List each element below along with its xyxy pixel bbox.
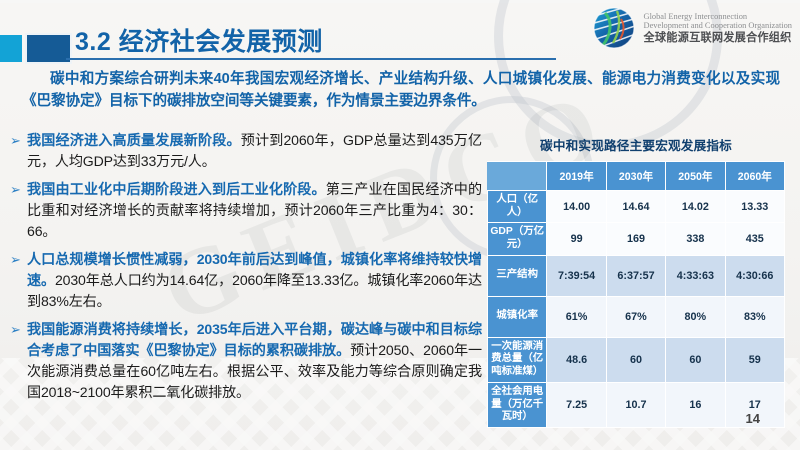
cell-urbanization-2019: 61% xyxy=(546,295,607,338)
slide-header: 3.2 经济社会发展预测 xyxy=(0,0,800,66)
cell-urbanization-2050: 80% xyxy=(665,295,726,338)
cell-population-2050: 14.02 xyxy=(665,189,726,224)
bullet-arrow-icon: ➢ xyxy=(10,181,21,197)
column-header-2030: 2030年 xyxy=(605,161,667,191)
header-accent-square-dark xyxy=(25,33,72,64)
header-accent-square-light xyxy=(0,35,22,62)
cell-gdp-2050: 338 xyxy=(665,222,726,256)
bullet-arrow-icon: ➢ xyxy=(10,251,21,267)
page-title: 3.2 经济社会发展预测 xyxy=(75,28,323,56)
list-item: ➢ 我国能源消费将持续增长，2035年后进入平台期，碳达峰与碳中和目标综合考虑了… xyxy=(10,319,482,403)
table-corner-cell xyxy=(486,161,548,191)
table-row: 人口（亿人） 14.00 14.64 14.02 13.33 xyxy=(486,189,786,224)
logo-text-block: Global Energy Interconnection Developmen… xyxy=(644,12,792,44)
table-row: GDP（万亿元） 99 169 338 435 xyxy=(486,222,786,256)
cell-industry-structure-2019: 7:39:54 xyxy=(546,254,607,297)
bullet-text: 我国经济进入高质量发展新阶段。预计到2060年，GDP总量达到435万亿元，人均… xyxy=(27,130,482,172)
column-header-2060: 2060年 xyxy=(724,161,786,191)
cell-electricity-2050: 16 xyxy=(665,381,726,428)
bullet-rest: 2030年总人口约为14.64亿，2060年降至13.33亿。城镇化率2060年… xyxy=(27,271,483,309)
bullet-arrow-icon: ➢ xyxy=(10,321,21,337)
cell-industry-structure-2050: 4:33:63 xyxy=(665,254,726,297)
bullet-rest: 预计2050、2060年一次能源消费总量在60亿吨左右。根据公平、效率及能力等综… xyxy=(27,341,482,400)
list-item: ➢ 人口总规模增长惯性减弱，2030年前后达到峰值，城镇化率将维持较快增速。20… xyxy=(10,249,482,312)
row-label-urbanization-rate: 城镇化率 xyxy=(486,295,548,338)
list-item: ➢ 我国由工业化中后期阶段进入到后工业化阶段。第三产业在国民经济中的比重和对经济… xyxy=(10,179,482,242)
row-label-population: 人口（亿人） xyxy=(486,189,548,224)
cell-industry-structure-2060: 4:30:66 xyxy=(724,254,786,297)
cell-population-2019: 14.00 xyxy=(546,189,607,224)
logo-chinese-name: 全球能源互联网发展合作组织 xyxy=(643,31,792,44)
cell-gdp-2060: 435 xyxy=(724,222,786,256)
cell-electricity-2030: 10.7 xyxy=(605,381,667,428)
bullet-text: 人口总规模增长惯性减弱，2030年前后达到峰值，城镇化率将维持较快增速。2030… xyxy=(27,249,482,312)
cell-industry-structure-2030: 6:37:57 xyxy=(605,254,667,297)
table-row: 城镇化率 61% 67% 80% 83% xyxy=(486,295,786,338)
cell-population-2060: 13.33 xyxy=(724,189,786,224)
cell-primary-energy-2019: 48.6 xyxy=(546,336,607,383)
table-row: 三产结构 7:39:54 6:37:57 4:33:63 4:30:66 xyxy=(486,254,786,297)
cell-population-2030: 14.64 xyxy=(605,189,667,224)
cell-gdp-2030: 169 xyxy=(605,222,667,256)
logo-english-line1: Global Energy Interconnection xyxy=(643,11,748,21)
bullet-rest: 第三产业在国民经济中的比重和对经济增长的贡献率将持续增加，预计2060年三产比重… xyxy=(27,180,482,239)
bullet-text: 我国能源消费将持续增长，2035年后进入平台期，碳达峰与碳中和目标综合考虑了中国… xyxy=(27,319,482,403)
macro-indicators-table-block: 碳中和实现路径主要宏观发展指标 2019年 2030年 2050年 2060年 … xyxy=(486,135,786,428)
macro-indicators-table: 2019年 2030年 2050年 2060年 人口（亿人） 14.00 14.… xyxy=(486,161,786,428)
table-body: 人口（亿人） 14.00 14.64 14.02 13.33 GDP（万亿元） … xyxy=(486,189,786,428)
row-label-primary-energy-consumption: 一次能源消费总量（亿吨标准煤） xyxy=(486,336,548,383)
table-row: 一次能源消费总量（亿吨标准煤） 48.6 60 60 59 xyxy=(486,336,786,383)
cell-urbanization-2060: 83% xyxy=(724,295,786,338)
bullet-rest: 预计到2060年，GDP总量达到435万亿元，人均GDP达到33万元/人。 xyxy=(27,132,482,169)
bullet-list: ➢ 我国经济进入高质量发展新阶段。预计到2060年，GDP总量达到435万亿元，… xyxy=(10,130,482,410)
organization-logo: Global Energy Interconnection Developmen… xyxy=(591,5,792,51)
page-number: 14 xyxy=(745,411,760,426)
row-label-electricity-consumption: 全社会用电量（万亿千瓦时） xyxy=(486,381,548,428)
cell-urbanization-2030: 67% xyxy=(605,295,667,338)
bullet-arrow-icon: ➢ xyxy=(10,133,21,148)
column-header-2019: 2019年 xyxy=(546,161,607,191)
logo-english-line2: Development and Cooperation Organization xyxy=(643,21,792,31)
bullet-highlight: 我国经济进入高质量发展新阶段。 xyxy=(27,132,241,148)
table-title: 碳中和实现路径主要宏观发展指标 xyxy=(540,139,732,153)
title-underline xyxy=(66,58,556,60)
row-label-industry-structure: 三产结构 xyxy=(486,254,548,297)
bullet-highlight: 我国由工业化中后期阶段进入到后工业化阶段。 xyxy=(27,180,326,197)
column-header-2050: 2050年 xyxy=(665,161,726,191)
cell-electricity-2060: 17 xyxy=(724,381,786,428)
bullet-highlight: 人口总规模增长惯性减弱，2030年前后达到峰值，城镇化率将维持较快增速。 xyxy=(27,250,482,288)
intro-paragraph: 碳中和方案综合研判未来40年我国宏观经济增长、产业结构升级、人口城镇化发展、能源… xyxy=(22,71,780,110)
cell-electricity-2019: 7.25 xyxy=(546,381,607,428)
globe-logo-icon xyxy=(592,7,635,49)
row-label-gdp: GDP（万亿元） xyxy=(486,222,548,256)
bullet-text: 我国由工业化中后期阶段进入到后工业化阶段。第三产业在国民经济中的比重和对经济增长… xyxy=(27,179,482,242)
slide-top-edge xyxy=(0,0,800,3)
cell-primary-energy-2030: 60 xyxy=(605,336,667,383)
cell-primary-energy-2050: 60 xyxy=(665,336,726,383)
table-head: 2019年 2030年 2050年 2060年 xyxy=(486,161,786,191)
cell-primary-energy-2060: 59 xyxy=(724,336,786,383)
bullet-highlight: 我国能源消费将持续增长，2035年后进入平台期，碳达峰与碳中和目标综合考虑了中国… xyxy=(27,320,482,358)
table-row: 全社会用电量（万亿千瓦时） 7.25 10.7 16 17 xyxy=(486,381,786,428)
list-item: ➢ 我国经济进入高质量发展新阶段。预计到2060年，GDP总量达到435万亿元，… xyxy=(10,130,482,172)
table-header-row: 2019年 2030年 2050年 2060年 xyxy=(486,161,786,191)
cell-gdp-2019: 99 xyxy=(546,222,607,256)
